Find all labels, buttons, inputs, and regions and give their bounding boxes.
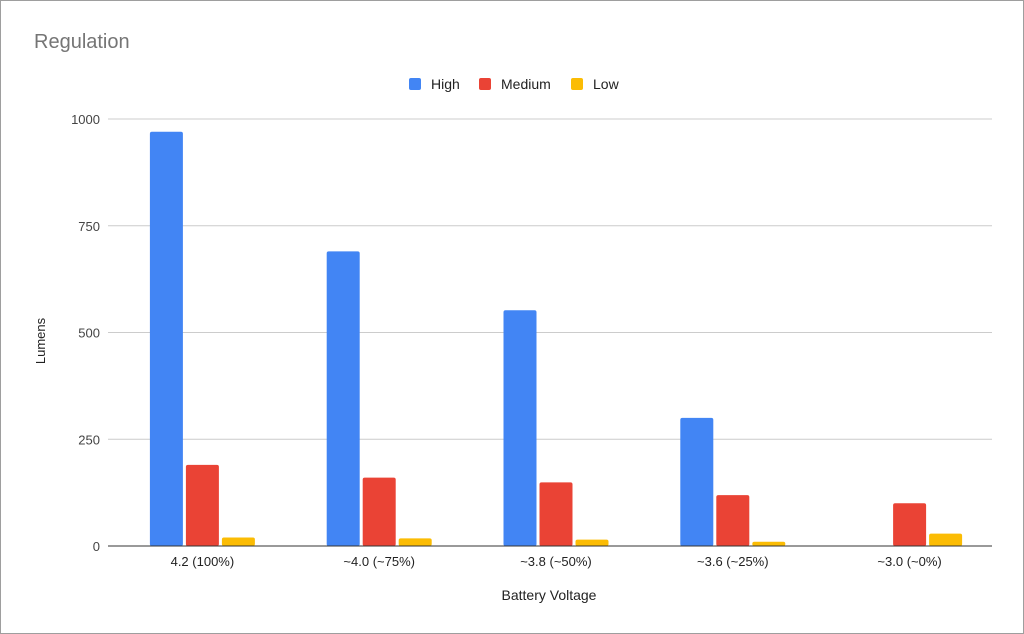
bar-medium: [893, 503, 927, 546]
bar-medium: [185, 464, 219, 546]
bar-low: [575, 539, 609, 546]
x-tick-label: ~3.8 (~50%): [520, 554, 592, 569]
bar-low: [929, 533, 963, 546]
legend-swatch-low: [571, 78, 583, 90]
bars: [149, 131, 963, 546]
y-tick-label: 750: [78, 219, 100, 234]
bar-medium: [539, 482, 573, 546]
legend: High Medium Low: [409, 76, 620, 92]
bar-low: [221, 537, 255, 546]
bar-medium: [716, 495, 750, 546]
legend-label-medium: Medium: [501, 76, 551, 92]
bar-low: [752, 541, 786, 546]
legend-swatch-medium: [479, 78, 491, 90]
x-tick-label: 4.2 (100%): [171, 554, 235, 569]
legend-swatch-high: [409, 78, 421, 90]
bar-high: [503, 310, 537, 546]
x-tick-label: ~3.6 (~25%): [697, 554, 769, 569]
bar-low: [398, 538, 432, 546]
bar-high: [149, 131, 183, 546]
y-tick-label: 0: [93, 539, 100, 554]
legend-label-high: High: [431, 76, 460, 92]
gridlines: [108, 118, 992, 440]
x-tick-label: ~4.0 (~75%): [343, 554, 415, 569]
axes: 0 250 500 750 1000 4.2 (100%) ~4.0 (~75%) ~3.8 …: [71, 112, 992, 569]
legend-label-low: Low: [593, 76, 620, 92]
y-tick-label: 250: [78, 432, 100, 447]
y-tick-label: 500: [78, 326, 100, 341]
chart-title: Regulation: [34, 31, 130, 53]
x-tick-label: ~3.0 (~0%): [877, 554, 941, 569]
y-tick-label: 1000: [71, 112, 100, 127]
bar-high: [326, 251, 360, 546]
bar-medium: [362, 477, 396, 546]
x-axis-title: Battery Voltage: [502, 587, 597, 603]
bar-high: [680, 417, 714, 546]
y-axis-title: Lumens: [33, 317, 48, 364]
